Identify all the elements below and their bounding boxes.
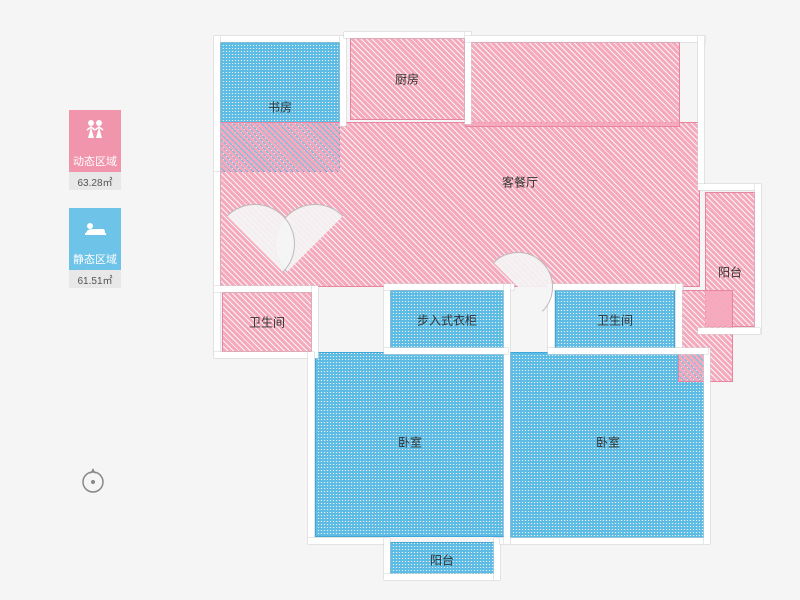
wall-segment: [500, 538, 710, 544]
wall-segment: [214, 172, 220, 358]
room-label-kitchen: 厨房: [395, 71, 419, 88]
wall-segment: [504, 284, 510, 544]
wall-segment: [312, 286, 318, 358]
wall-segment: [698, 184, 760, 190]
wall-segment: [698, 328, 760, 334]
dynamic-zone-label: 动态区域: [69, 150, 121, 172]
wall-segment: [494, 538, 500, 580]
rest-icon: [81, 214, 109, 242]
wall-segment: [214, 36, 344, 42]
compass-icon: [78, 465, 108, 495]
room-label-living: 客餐厅: [502, 174, 538, 191]
static-zone-icon-box: [69, 208, 121, 248]
people-icon: [81, 116, 109, 144]
wall-segment: [340, 36, 346, 126]
dynamic-zone-value: 63.28㎡: [69, 172, 121, 190]
room-label-bedroom1: 卧室: [398, 434, 422, 451]
wall-segment: [704, 348, 710, 544]
wall-segment: [214, 36, 220, 176]
wall-segment: [308, 538, 388, 544]
wall-segment: [384, 574, 499, 580]
wall-segment: [384, 284, 514, 290]
wall-segment: [465, 32, 471, 124]
static-zone-value: 61.51㎡: [69, 270, 121, 288]
wall-segment: [384, 284, 390, 354]
wall-segment: [548, 284, 683, 290]
room-label-study: 书房: [268, 99, 292, 116]
wall-segment: [214, 352, 314, 358]
static-zone-label: 静态区域: [69, 248, 121, 270]
wall-segment: [465, 36, 705, 42]
room-living-top: [465, 42, 680, 127]
wall-segment: [548, 348, 708, 354]
wall-segment: [755, 184, 761, 334]
wall-segment: [344, 32, 469, 38]
zone-legend: 动态区域 63.28㎡ 静态区域 61.51㎡: [65, 110, 125, 306]
floor-plan: 书房厨房客餐厅阳台卫生间步入式衣柜卫生间卧室卧室阳台: [200, 12, 760, 582]
wall-segment: [214, 286, 318, 292]
room-label-bath2: 卫生间: [597, 312, 633, 329]
dynamic-zone-icon-box: [69, 110, 121, 150]
wall-segment: [308, 352, 314, 542]
room-label-bath1: 卫生间: [249, 314, 285, 331]
room-label-balcony-b: 阳台: [430, 552, 454, 569]
wall-segment: [698, 36, 704, 186]
wall-segment: [676, 284, 682, 354]
wall-segment: [384, 348, 508, 354]
room-label-bedroom2: 卧室: [596, 434, 620, 451]
room-label-closet: 步入式衣柜: [417, 312, 477, 329]
room-label-balcony-r: 阳台: [718, 264, 742, 281]
